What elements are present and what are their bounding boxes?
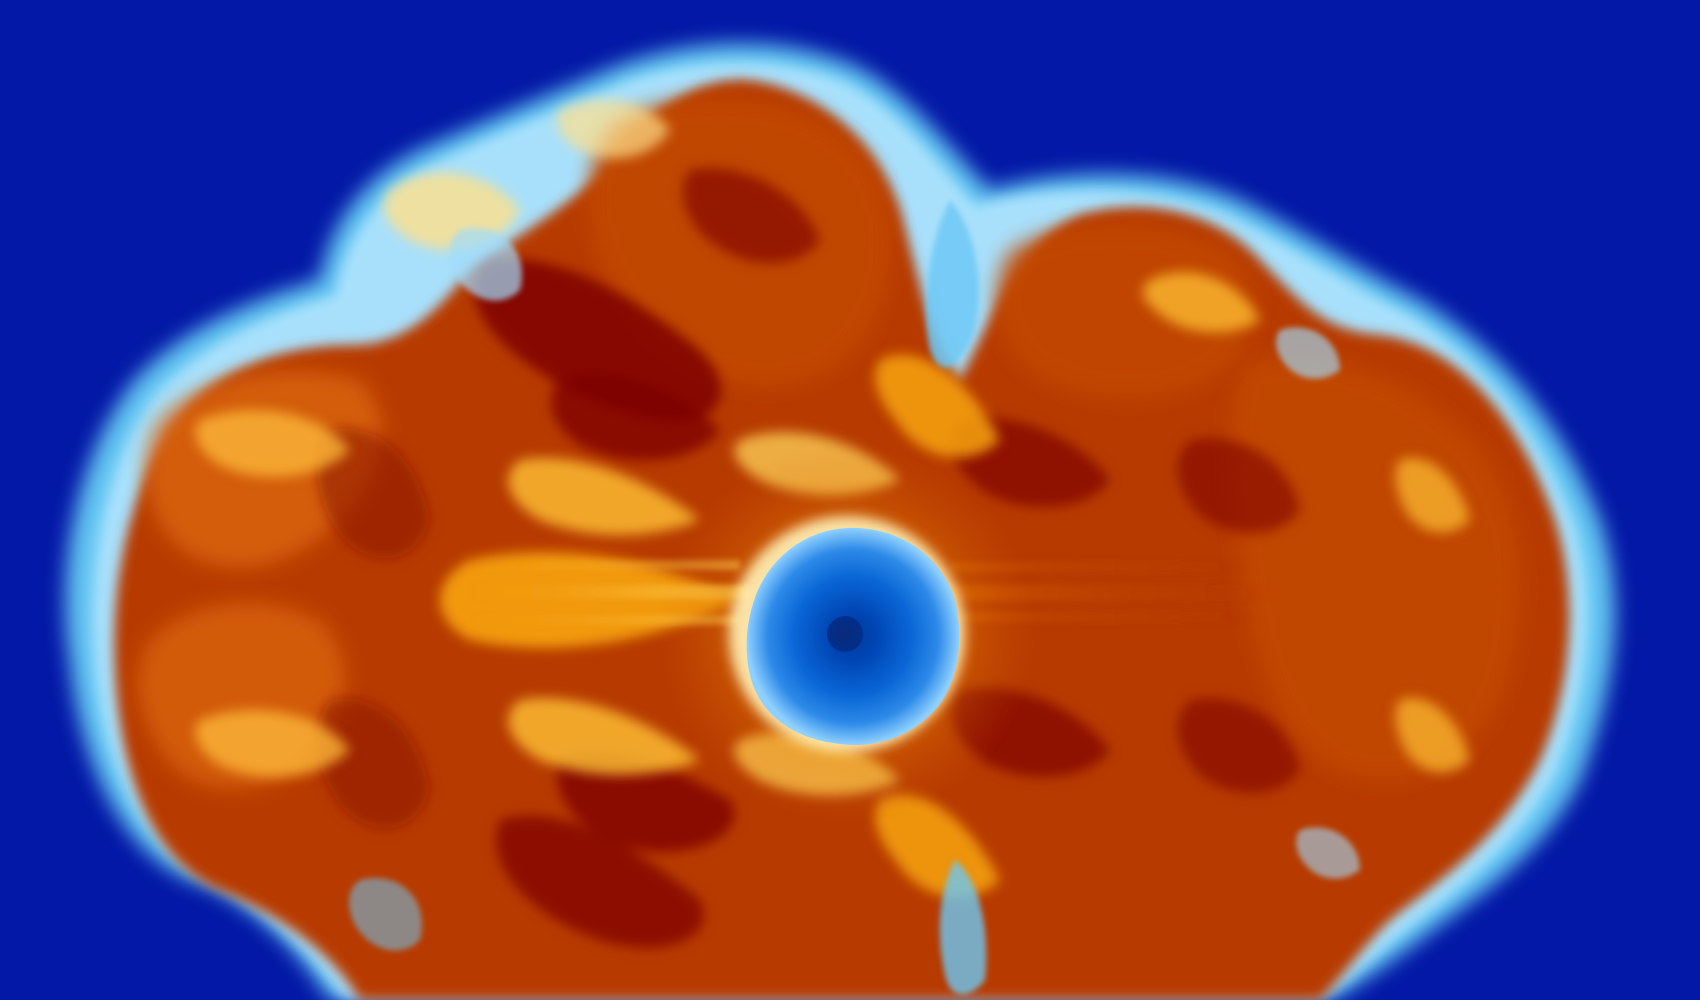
core-center-dot xyxy=(827,616,863,652)
central-core xyxy=(746,527,960,745)
cool-filaments xyxy=(348,200,1360,995)
